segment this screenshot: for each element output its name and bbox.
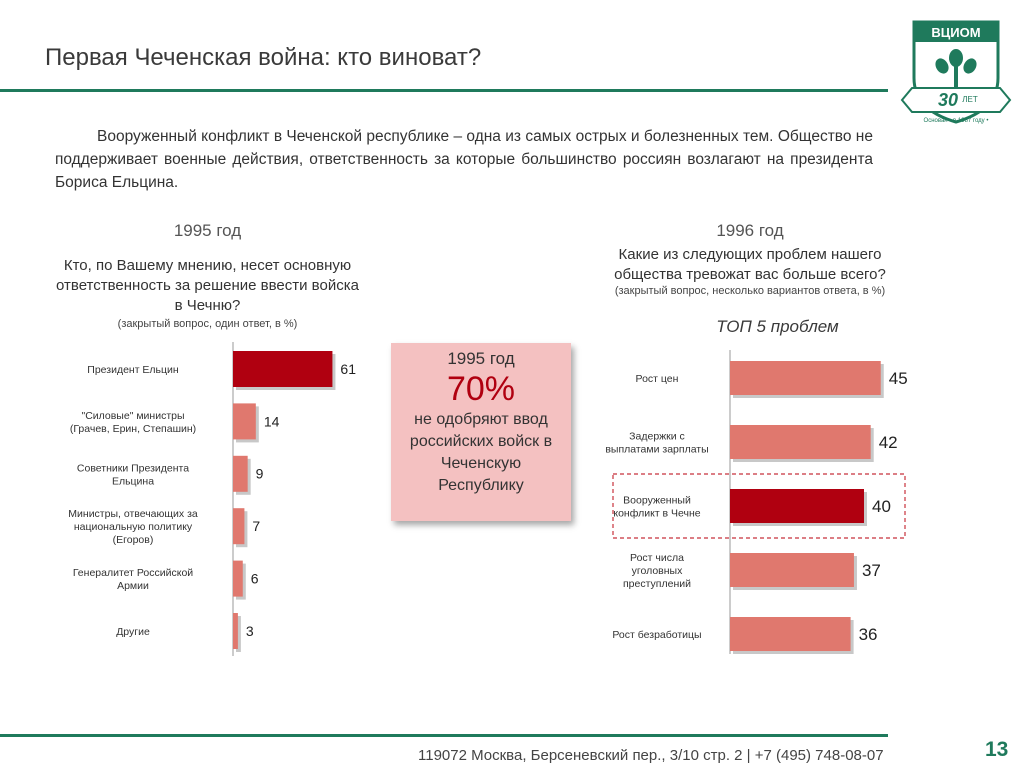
callout-box: 1995 год 70% не одобряют ввод российских… (391, 343, 571, 521)
right-year: 1996 год (716, 221, 784, 240)
callout-text: не одобряют ввод российских войск в Чече… (409, 411, 553, 494)
footer-divider (0, 734, 888, 737)
bar (730, 553, 854, 587)
bar (233, 351, 333, 387)
callout-percent: 70% (446, 370, 516, 408)
bar-value-label: 42 (879, 433, 898, 452)
highlight-box (612, 473, 906, 539)
page-number: 13 (985, 738, 1009, 761)
right-question: Какие из следующих проблем нашего общест… (614, 246, 886, 283)
bar-value-label: 40 (872, 497, 891, 516)
category-label: Рост числа уголовных преступлений (623, 552, 691, 590)
footer-address: 119072 Москва, Берсеневский пер., 3/10 с… (418, 747, 884, 764)
right-note: (закрытый вопрос, несколько вариантов от… (614, 285, 886, 297)
bar-value-label: 14 (264, 413, 280, 429)
intro-text: Вооруженный конфликт в Чеченской республ… (55, 128, 873, 191)
callout-year: 1995 год (447, 349, 515, 368)
category-label: Советники Президента Ельцина (77, 462, 189, 487)
bar-value-label: 45 (889, 369, 908, 388)
category-label: Рост безработицы (612, 629, 701, 641)
bar (233, 613, 238, 649)
bar-value-label: 6 (251, 571, 259, 587)
left-bar-chart: 61 Президент Ельцин 14 "Силовые" министры (Г… (68, 342, 356, 656)
bar (730, 425, 871, 459)
bar-value-label: 3 (246, 623, 254, 639)
right-bar-chart: 45 Рост цен 42 Задержки с выплатами зарплаты… (605, 350, 908, 654)
bar-value-label: 61 (340, 361, 356, 377)
bar (730, 617, 851, 651)
category-label: Другие (116, 626, 150, 638)
right-subtitle: ТОП 5 проблем (716, 317, 839, 336)
vciom-logo: ВЦИОМ 30 ЛЕТ Основан • в 1987 году • (900, 20, 1012, 124)
category-label: Задержки с выплатами зарплаты (605, 431, 708, 456)
bar (233, 403, 256, 440)
logo-years: 30 (938, 90, 958, 110)
category-label: Президент Ельцин (87, 364, 179, 376)
logo-name: ВЦИОМ (931, 25, 980, 40)
bar-value-label: 37 (862, 561, 881, 580)
bar (233, 560, 243, 597)
logo-years-label: ЛЕТ (962, 95, 978, 104)
category-label: Министры, отвечающих за национальную поли… (68, 508, 198, 546)
category-label: "Силовые" министры (Грачев, Ерин, Степаши… (70, 410, 196, 435)
left-question: Кто, по Вашему мнению, несет основную от… (56, 257, 359, 314)
category-label: Рост цен (636, 373, 679, 385)
bar-value-label: 9 (256, 466, 264, 482)
bar (233, 455, 248, 492)
bar (730, 489, 864, 523)
page-title: Первая Чеченская война: кто виноват? (45, 44, 482, 71)
header-divider (0, 89, 888, 92)
bar (233, 508, 245, 545)
left-year: 1995 год (173, 221, 242, 240)
left-note: (закрытый вопрос, один ответ, в %) (117, 318, 298, 330)
category-label: Вооруженный конфликт в Чечне (613, 495, 700, 520)
bar-shadow (236, 616, 241, 652)
tree-icon (935, 49, 977, 87)
bar-value-label: 36 (859, 625, 878, 644)
bar (730, 361, 881, 395)
logo-tagline: Основан • в 1987 году • (924, 118, 989, 124)
category-label: Генералитет Российской Армии (73, 567, 193, 592)
bar-value-label: 7 (252, 518, 260, 534)
